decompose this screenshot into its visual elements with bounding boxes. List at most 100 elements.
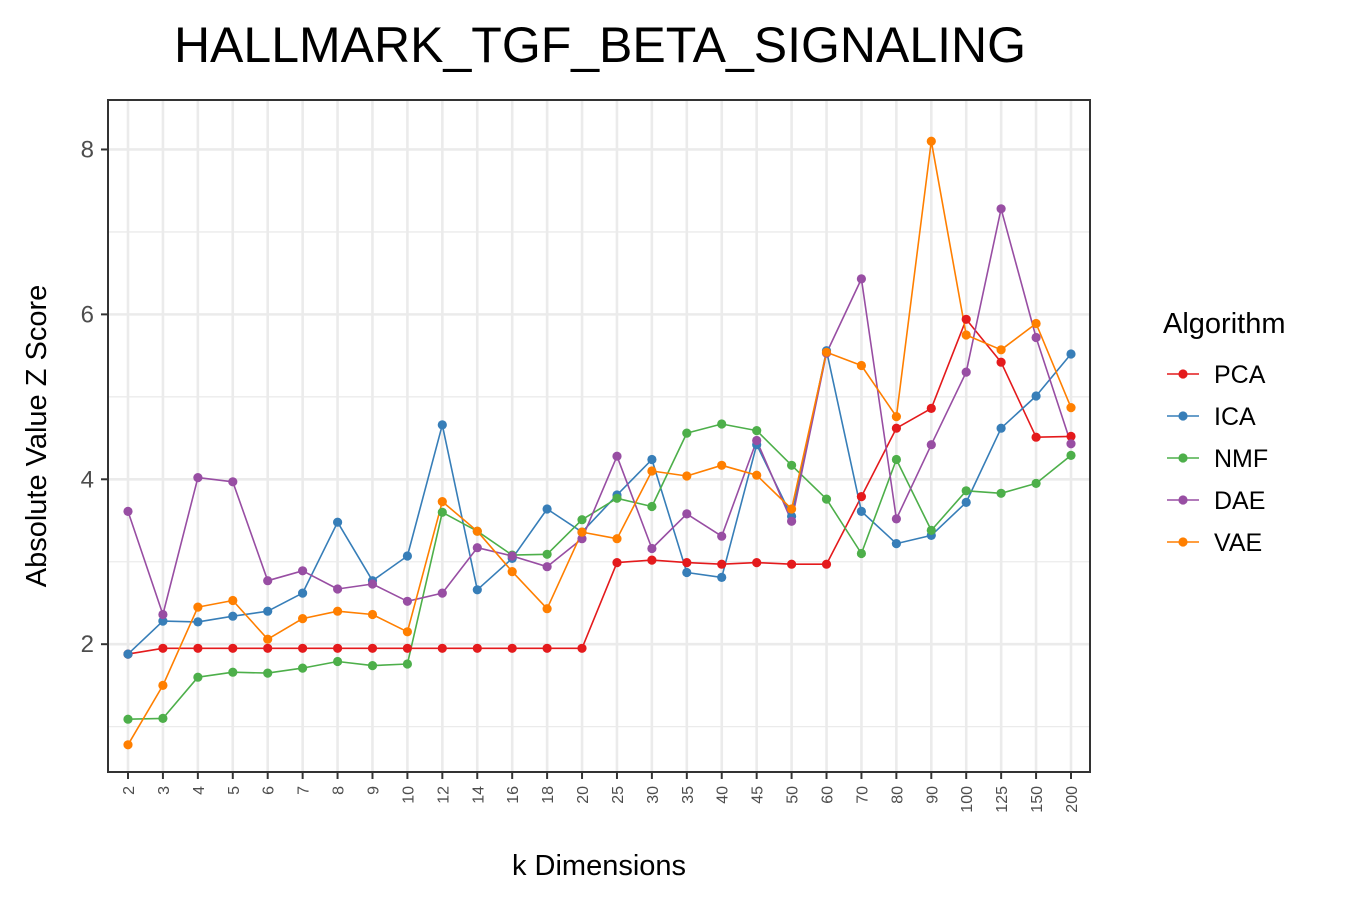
legend-label: DAE (1214, 487, 1265, 515)
legend-title: Algorithm (1163, 308, 1286, 340)
data-point-dae (123, 506, 133, 516)
x-tick-label: 80 (889, 786, 906, 804)
data-point-nmf (821, 494, 832, 504)
data-point-vae (507, 567, 517, 577)
x-tick-label: 16 (505, 786, 522, 804)
data-point-vae (577, 527, 587, 537)
legend: Algorithm PCA ICA NMF DAE VAE (1163, 308, 1286, 557)
x-tick-label: 30 (645, 786, 662, 804)
data-point-vae (1066, 403, 1076, 413)
data-point-vae (123, 740, 133, 750)
data-point-dae (926, 440, 936, 450)
data-point-nmf (856, 548, 867, 559)
data-point-vae (402, 627, 412, 637)
series-ica (127, 349, 1072, 655)
data-point-vae (612, 534, 622, 544)
data-point-vae (1031, 318, 1041, 329)
data-point-nmf (228, 667, 238, 677)
data-point-pca (856, 492, 867, 502)
data-point-nmf (263, 668, 273, 678)
data-point-pca (891, 423, 902, 433)
data-point-ica (228, 611, 238, 621)
legend-item-nmf: NMF (1167, 445, 1268, 473)
data-point-dae (647, 543, 657, 554)
data-point-pca (996, 357, 1006, 367)
data-point-ica (647, 454, 657, 465)
plot-border (107, 99, 1091, 773)
data-point-ica (542, 504, 552, 514)
data-point-pca (542, 643, 552, 653)
data-point-vae (787, 504, 797, 514)
data-point-ica (298, 588, 308, 598)
data-point-pca (612, 558, 622, 568)
x-tick-label: 70 (854, 786, 871, 804)
data-point-ica (193, 617, 203, 627)
data-point-vae (647, 466, 657, 476)
series-vae (127, 140, 1072, 746)
x-tick-label: 4 (191, 786, 208, 795)
data-point-dae (891, 514, 902, 524)
plot-area (107, 99, 1091, 773)
grid-minor (108, 231, 1090, 728)
x-tick-label: 8 (331, 786, 348, 795)
data-point-dae (507, 551, 517, 561)
data-point-nmf (193, 672, 203, 682)
data-point-ica (996, 423, 1006, 433)
data-point-vae (682, 471, 692, 481)
data-point-dae (158, 609, 168, 620)
x-axis: 2 3 4 5 6 7 8 9 10 12 14 16 18 20 25 30 35 40 45 50 60 70 80 90… (121, 772, 1081, 813)
series-line-dae (127, 208, 1072, 616)
data-point-ica (402, 551, 412, 561)
x-tick-label: 90 (924, 786, 941, 804)
legend-key-point (1178, 411, 1188, 421)
data-point-vae (542, 604, 552, 614)
x-tick-label: 50 (785, 786, 802, 804)
y-axis: 2 4 6 8 (81, 136, 108, 658)
data-point-vae (228, 595, 238, 606)
data-point-nmf (1066, 450, 1076, 460)
data-point-ica (1066, 349, 1076, 359)
data-point-pca (926, 403, 936, 413)
data-point-vae (158, 680, 168, 691)
x-tick-label: 14 (470, 786, 487, 804)
data-point-pca (263, 643, 273, 653)
x-tick-label: 6 (261, 786, 278, 795)
data-point-ica (437, 420, 447, 430)
data-point-pca (1066, 431, 1076, 441)
data-point-dae (542, 562, 552, 572)
points-pca (123, 314, 1076, 659)
series-pca (127, 318, 1072, 655)
x-axis-title: k Dimensions (512, 850, 686, 882)
data-point-dae (437, 588, 447, 598)
data-point-nmf (158, 713, 168, 724)
series-line-nmf (127, 423, 1072, 720)
data-point-pca (507, 643, 517, 653)
data-point-nmf (577, 515, 587, 525)
data-point-pca (752, 558, 762, 568)
y-tick-label: 6 (81, 301, 94, 328)
x-tick-label: 2 (121, 786, 138, 795)
data-point-pca (577, 643, 587, 653)
y-tick-label: 2 (81, 631, 94, 658)
data-point-ica (856, 506, 867, 516)
points-nmf (123, 419, 1076, 724)
data-point-pca (647, 555, 657, 565)
data-point-nmf (123, 714, 133, 724)
data-point-pca (333, 643, 343, 653)
data-point-pca (1031, 432, 1041, 442)
data-point-dae (612, 451, 622, 461)
series-line-vae (127, 140, 1072, 746)
data-point-vae (891, 412, 902, 422)
x-tick-label: 10 (400, 786, 417, 804)
data-point-pca (193, 643, 203, 653)
series-line-ica (127, 349, 1072, 655)
legend-label: ICA (1214, 403, 1256, 431)
x-tick-label: 7 (296, 786, 313, 795)
data-point-vae (472, 526, 482, 536)
legend-item-dae: DAE (1167, 487, 1265, 515)
data-point-dae (193, 473, 203, 483)
data-point-vae (333, 606, 343, 616)
data-point-nmf (1031, 478, 1041, 488)
legend-key-point (1178, 495, 1188, 505)
data-point-pca (961, 314, 971, 324)
